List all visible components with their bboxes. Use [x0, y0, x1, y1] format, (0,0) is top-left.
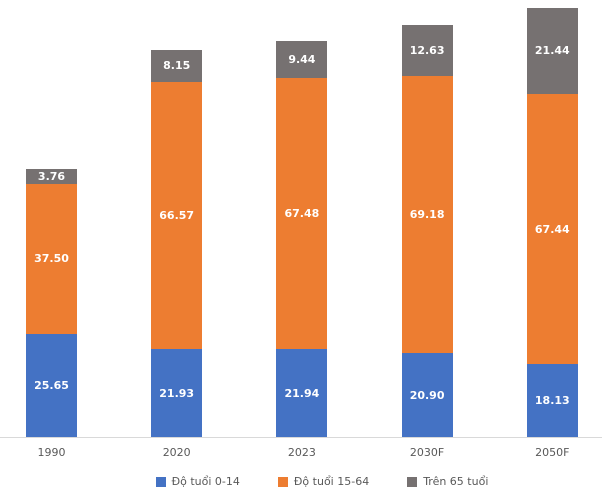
value-label: 21.94	[284, 386, 320, 400]
legend-item-age-65-plus: Trên 65 tuổi	[407, 475, 488, 488]
bar-column-2030F: 20.90 69.18 12.63	[401, 25, 453, 437]
value-label: 21.93	[159, 386, 195, 400]
bar-column-2020: 21.93 66.57 8.15	[151, 49, 203, 437]
bar-segment-2020-series-0: 21.93	[151, 349, 203, 437]
x-axis-label-1990: 1990	[37, 446, 66, 459]
legend-item-age-15-64: Độ tuổi 15-64	[277, 475, 370, 488]
bar-segment-2023-series-1: 67.48	[276, 78, 328, 349]
x-axis-label-2050F: 2050F	[535, 446, 570, 459]
value-label: 25.65	[34, 379, 69, 393]
bar-segment-2030F-series-1: 69.18	[401, 75, 453, 354]
value-label: 9.44	[288, 52, 316, 66]
bar-segment-2030F-series-2: 12.63	[401, 25, 453, 76]
value-label: 12.63	[409, 44, 445, 58]
legend-swatch-age-15-64	[277, 476, 288, 487]
bar-segment-1990-series-0: 25.65	[26, 334, 77, 437]
value-label: 18.13	[534, 394, 570, 408]
bar-segment-1990-series-1: 37.50	[26, 183, 77, 335]
x-axis-line	[0, 437, 602, 438]
bar-column-2023: 21.94 67.48 9.44	[276, 40, 328, 437]
value-label: 8.15	[163, 59, 191, 73]
bar-segment-2050F-series-1: 67.44	[526, 93, 578, 365]
x-axis-label-2030F: 2030F	[409, 446, 445, 459]
value-label: 37.50	[34, 252, 69, 266]
value-label: 67.44	[534, 222, 570, 236]
x-axis-label-2023: 2023	[287, 446, 316, 459]
bar-segment-2050F-series-2: 21.44	[526, 7, 578, 94]
bar-segment-1990-series-2: 3.76	[26, 168, 77, 184]
bar-column-2050F: 18.13 67.44 21.44	[526, 7, 578, 437]
bar-segment-2023-series-0: 21.94	[276, 349, 328, 437]
value-label: 69.18	[409, 208, 445, 221]
bar-segment-2030F-series-0: 20.90	[401, 353, 453, 437]
legend-item-age-0-14: Độ tuổi 0-14	[155, 475, 240, 488]
x-axis-label-2020: 2020	[162, 446, 191, 459]
value-label: 3.76	[37, 169, 66, 183]
value-label: 67.48	[284, 207, 320, 221]
bar-segment-2020-series-1: 66.57	[151, 82, 203, 350]
legend: Độ tuổi 0-14 Độ tuổi 15-64 Trên 65 tuổi	[21, 475, 602, 488]
value-label: 66.57	[159, 209, 195, 223]
bar-segment-2050F-series-0: 18.13	[526, 364, 578, 437]
legend-label-age-15-64: Độ tuổi 15-64	[293, 475, 370, 488]
legend-label-age-65-plus: Trên 65 tuổi	[423, 475, 489, 488]
value-label: 20.90	[409, 388, 445, 402]
value-label: 21.44	[534, 44, 570, 58]
bar-segment-2020-series-2: 8.15	[151, 49, 203, 83]
legend-swatch-age-65-plus	[407, 476, 418, 487]
bar-segment-2023-series-2: 9.44	[276, 40, 328, 79]
bar-column-1990: 25.65 37.50 3.76	[26, 168, 77, 437]
legend-label-age-0-14: Độ tuổi 0-14	[171, 475, 240, 488]
legend-swatch-age-0-14	[155, 476, 166, 487]
